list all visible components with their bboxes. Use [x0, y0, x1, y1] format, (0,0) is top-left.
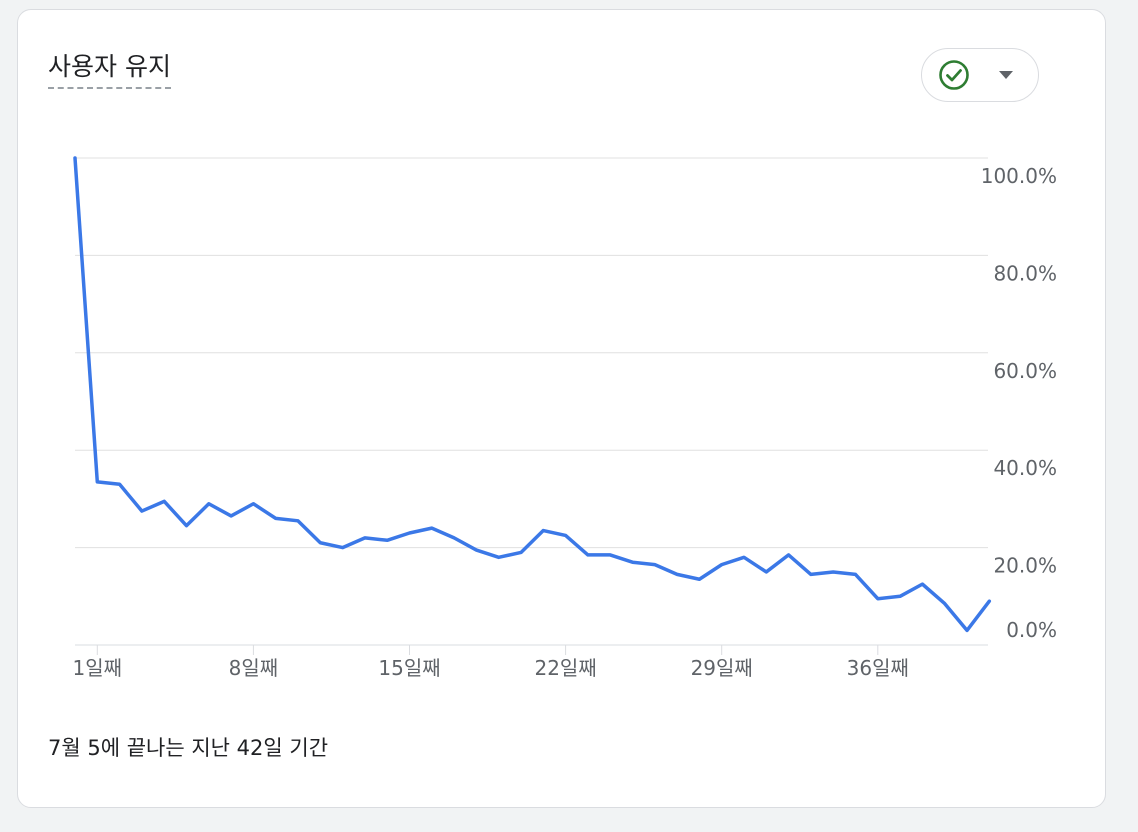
data-point [363, 536, 367, 540]
data-point [207, 502, 211, 506]
data-point [876, 597, 880, 601]
data-point [653, 563, 657, 567]
data-point [318, 541, 322, 545]
retention-series-line [73, 156, 992, 633]
data-point [118, 482, 122, 486]
data-point [920, 582, 924, 586]
data-point [764, 570, 768, 574]
x-tick-label: 22일째 [534, 656, 596, 680]
data-point [898, 594, 902, 598]
data-point [408, 531, 412, 535]
x-tick-label: 8일째 [229, 656, 279, 680]
data-point [965, 628, 969, 632]
data-point [341, 546, 345, 550]
data-point [519, 550, 523, 554]
data-point [987, 599, 991, 603]
data-point [185, 524, 189, 528]
data-point [229, 514, 233, 518]
x-tick-label: 1일째 [73, 656, 123, 680]
y-tick-label: 40.0% [993, 456, 1057, 480]
data-point [608, 553, 612, 557]
data-point [296, 519, 300, 523]
y-tick-label: 20.0% [993, 554, 1057, 578]
data-point [675, 572, 679, 576]
data-point [274, 516, 278, 520]
card-title[interactable]: 사용자 유지 [48, 52, 171, 89]
data-point [831, 570, 835, 574]
x-tick-label: 15일째 [378, 656, 440, 680]
data-point [474, 548, 478, 552]
data-point [742, 555, 746, 559]
caret-down-icon [999, 71, 1013, 79]
data-point [697, 577, 701, 581]
check-circle-icon [939, 60, 969, 90]
data-point [497, 555, 501, 559]
data-point [720, 563, 724, 567]
data-point [854, 572, 858, 576]
status-dropdown-button[interactable] [921, 48, 1039, 102]
data-point [943, 602, 947, 606]
data-point [809, 572, 813, 576]
x-tick-label: 29일째 [691, 656, 753, 680]
data-point [162, 499, 166, 503]
data-point [430, 526, 434, 530]
y-tick-label: 60.0% [993, 359, 1057, 383]
y-tick-label: 100.0% [981, 164, 1057, 188]
y-tick-label: 80.0% [993, 261, 1057, 285]
data-point [541, 529, 545, 533]
data-point [452, 536, 456, 540]
data-point [787, 553, 791, 557]
data-point [95, 480, 99, 484]
data-point [73, 156, 77, 160]
user-retention-card [17, 9, 1106, 808]
data-point [251, 502, 255, 506]
data-point [140, 509, 144, 513]
data-point [385, 538, 389, 542]
x-tick-label: 36일째 [847, 656, 909, 680]
data-point [586, 553, 590, 557]
date-range-note: 7월 5에 끝나는 지난 42일 기간 [48, 736, 329, 760]
data-point [564, 533, 568, 537]
data-point [631, 560, 635, 564]
y-tick-label: 0.0% [1006, 618, 1057, 642]
